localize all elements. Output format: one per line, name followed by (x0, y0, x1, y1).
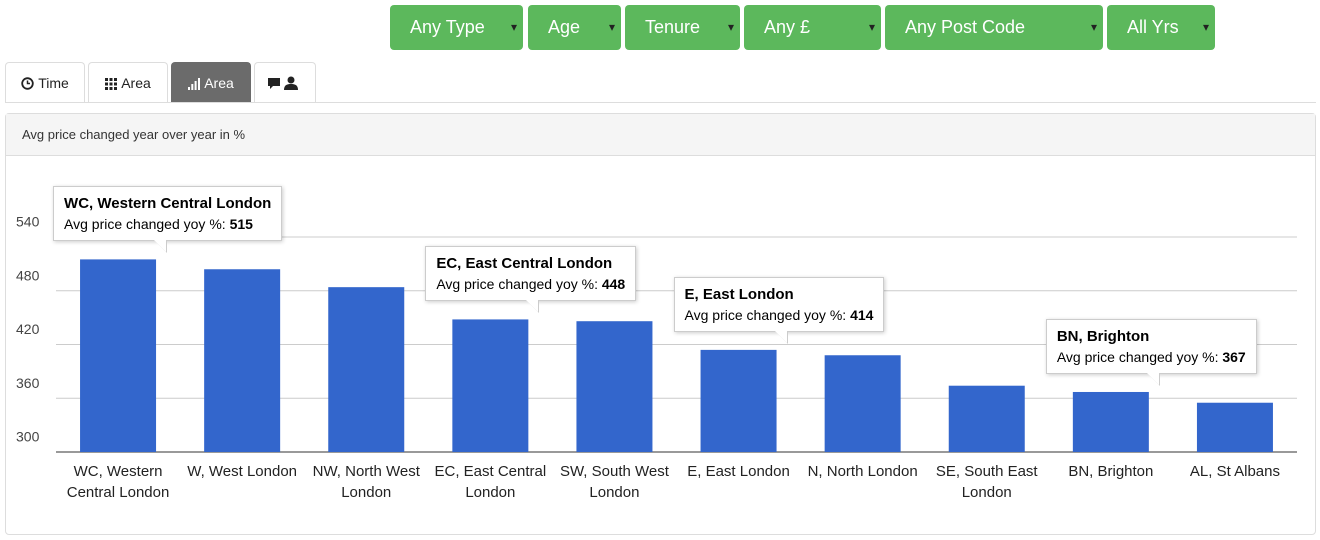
tooltip: WC, Western Central London Avg price chan… (53, 186, 283, 253)
bar (80, 259, 157, 452)
bar (1072, 391, 1149, 452)
x-tick-label: BN, Brighton (1068, 463, 1154, 480)
tooltip-label: Avg price changed yoy %: (436, 276, 598, 293)
tab[interactable] (254, 62, 316, 102)
tab[interactable]: Area (171, 62, 251, 102)
x-tick-label: W, West London (187, 463, 298, 480)
y-tick-label: 420 (16, 321, 40, 337)
grid-icon (105, 78, 118, 90)
tooltip-title: BN, Brighton (1056, 327, 1150, 345)
y-tick-label: 360 (16, 375, 40, 391)
tooltip-line: Avg price changed yoy %: 367 (1057, 349, 1246, 365)
tooltip-label: Avg price changed yoy %: (684, 306, 847, 323)
bar (824, 355, 901, 452)
filter-button[interactable]: Any Post Code (885, 5, 1103, 50)
comment-user-icon (268, 76, 298, 90)
x-tick-label: E, East London (687, 463, 790, 480)
filter-button[interactable]: All Yrs (1107, 5, 1215, 50)
tooltip-line: Avg price changed yoy %: 448 (436, 276, 625, 292)
filter-button[interactable]: Any Type (390, 5, 523, 50)
tooltip-title: WC, Western Central London (64, 195, 272, 213)
y-tick-label: 480 (16, 267, 40, 283)
y-tick-label: 540 (16, 214, 40, 230)
bar (576, 321, 653, 452)
bar (700, 349, 777, 452)
x-tick-label: EC, East Central London (434, 463, 547, 501)
tooltip-line: Avg price changed yoy %: 414 (685, 307, 874, 323)
tooltip-title: EC, East Central London (436, 255, 613, 273)
tab-label: Time (38, 75, 69, 91)
tab-label: Area (204, 75, 234, 91)
panel: Avg price changed year over year in % (5, 113, 1316, 535)
tooltip-pointer (1146, 372, 1159, 385)
bar (948, 385, 1025, 452)
tooltip-title: E, East London (684, 285, 794, 303)
tooltip-value: 448 (601, 276, 626, 293)
x-tick-label: NW, North West London (312, 463, 420, 501)
tooltip-pointer (154, 240, 167, 253)
bar (328, 287, 405, 452)
tooltip: BN, Brighton Avg price changed yoy %: 367 (1045, 318, 1257, 385)
tab-label: Area (121, 75, 151, 91)
tab[interactable]: Time (5, 62, 85, 102)
y-tick-label: 300 (16, 429, 40, 445)
tab-divider (5, 102, 1316, 103)
bar (452, 319, 529, 452)
x-tick-label: SW, South West London (559, 463, 669, 501)
tooltip-pointer (774, 330, 787, 343)
tooltip-value: 515 (229, 216, 253, 233)
x-tick-label: SE, South East London (935, 463, 1038, 501)
tooltip-value: 367 (1222, 348, 1246, 365)
tooltip-label: Avg price changed yoy %: (1056, 348, 1219, 365)
panel-title: Avg price changed year over year in % (6, 114, 1315, 156)
tooltip: E, East London Avg price changed yoy %: 4… (673, 276, 885, 343)
tooltip-pointer (526, 300, 539, 313)
x-tick-label: N, North London (807, 463, 918, 480)
tooltip-line: Avg price changed yoy %: 515 (64, 216, 271, 232)
x-tick-label: AL, St Albans (1189, 463, 1280, 480)
filter-button[interactable]: Tenure (625, 5, 740, 50)
x-tick-label: WC, Western Central London (66, 463, 170, 501)
filter-button[interactable]: Any £ (744, 5, 881, 50)
clock-icon (21, 77, 34, 90)
tooltip-label: Avg price changed yoy %: (64, 216, 226, 233)
bar (204, 269, 281, 452)
tooltip-value: 414 (850, 306, 874, 323)
bars-icon (188, 78, 201, 90)
bar (1196, 402, 1273, 452)
tooltip: EC, East Central London Avg price changed… (425, 246, 637, 313)
tab[interactable]: Area (88, 62, 168, 102)
filter-button[interactable]: Age (528, 5, 621, 50)
